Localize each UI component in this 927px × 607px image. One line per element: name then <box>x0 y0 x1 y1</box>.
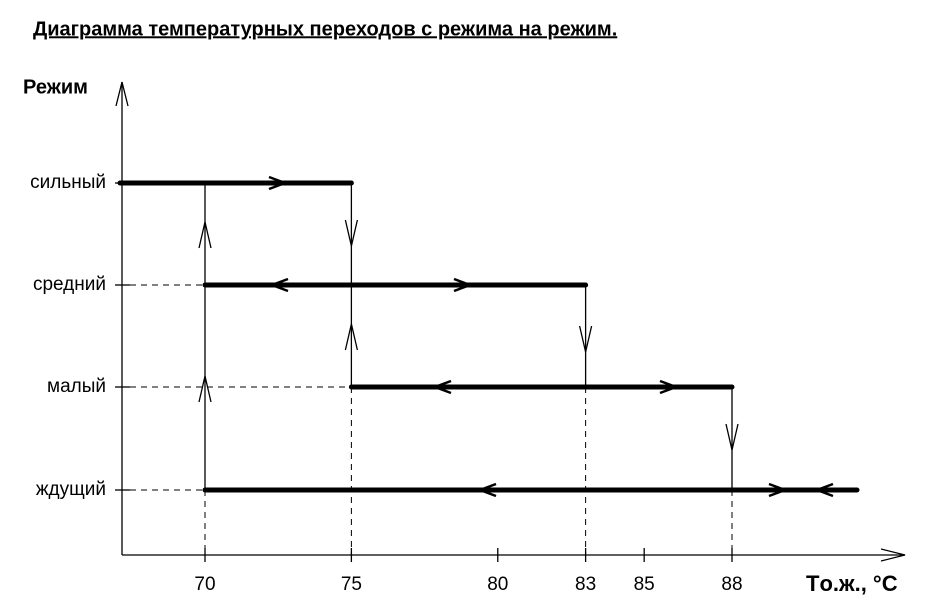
mode-label: сильный <box>30 172 106 193</box>
y-axis-label: Режим <box>23 76 88 98</box>
x-tick-label: 83 <box>575 574 596 595</box>
x-tick-label: 80 <box>487 574 508 595</box>
arrow <box>268 277 289 293</box>
arrow <box>768 482 789 498</box>
axes <box>115 81 906 562</box>
arrow <box>725 423 739 451</box>
x-tick-label: 70 <box>194 574 215 595</box>
x-axis-label: Tо.ж., °C <box>806 571 898 596</box>
y-axis-arrow <box>115 81 129 107</box>
title: Диаграмма температурных переходов с режи… <box>33 18 617 40</box>
arrow <box>431 379 452 395</box>
mode-label: ждущий <box>36 479 106 500</box>
mode-label: средний <box>33 274 106 295</box>
x-tick-label: 85 <box>634 574 655 595</box>
arrow <box>476 482 497 498</box>
x-axis-arrow <box>880 548 906 562</box>
arrow <box>578 325 593 353</box>
arrow <box>813 482 834 498</box>
x-tick-label: 75 <box>341 574 362 595</box>
arrow <box>453 277 474 293</box>
arrow <box>268 175 289 191</box>
x-tick-label: 88 <box>721 574 742 595</box>
arrow <box>344 219 359 247</box>
arrow <box>198 375 212 403</box>
mode-label: малый <box>47 376 106 397</box>
arrow <box>344 323 359 351</box>
arrow <box>659 379 680 395</box>
arrow <box>198 221 212 249</box>
